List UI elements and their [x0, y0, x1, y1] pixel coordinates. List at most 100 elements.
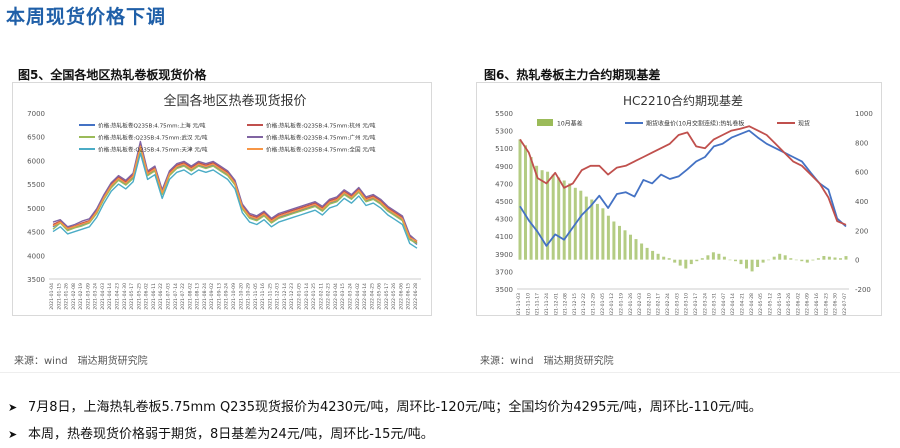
basis-bar — [800, 259, 804, 262]
x-tick-label: 2022-04-21 — [740, 293, 746, 315]
y-tick-label-left: 5100 — [495, 145, 513, 153]
series-line — [52, 145, 418, 242]
basis-bar — [557, 177, 561, 260]
chart-title: HC2210合约期现基差 — [623, 93, 743, 108]
x-tick-label: 2021-03-09 — [85, 283, 91, 310]
basis-bar — [678, 259, 682, 266]
basis-bar — [700, 258, 704, 260]
x-tick-label: 2022-06-15 — [406, 283, 412, 310]
x-tick-label: 2021-11-16 — [260, 283, 266, 310]
y-tick-label-left: 5500 — [495, 110, 513, 118]
right-chart-panel: HC2210合约期现基差 3500 3700 3900 4100 4300 4500 4700… — [476, 82, 882, 316]
basis-bar — [634, 239, 638, 260]
y-tick-label-left: 3700 — [495, 268, 513, 276]
x-tick-label: 2022-06-06 — [398, 283, 404, 310]
basis-bar — [601, 208, 605, 260]
x-tick-label: 2022-01-26 — [628, 293, 634, 315]
y-tick-label: 5500 — [27, 181, 45, 189]
y-tick-label-right: 200 — [855, 227, 868, 235]
legend-label: 价格:热轧板卷:Q235B:4.75mm:全国 元/吨 — [266, 146, 376, 154]
x-tick-label: 2022-05-19 — [777, 293, 783, 315]
x-tick-label: 2021-07-22 — [180, 283, 186, 310]
x-tick-label: 2022-01-14 — [304, 283, 310, 310]
basis-bar — [805, 259, 809, 263]
legend-label: 10月基差 — [557, 120, 583, 128]
x-tick-label: 2022-06-09 — [805, 293, 811, 315]
legend-label: 价格:热轧板卷:Q235B:4.75mm:武汉 元/吨 — [98, 134, 208, 142]
x-tick-label: 2021-07-03 — [165, 283, 171, 310]
x-tick-label: 2021-08-24 — [202, 283, 208, 310]
legend-label: 期货收盘价(10月交割连续):热轧卷板 — [646, 120, 744, 128]
x-tick-label: 2021-04-30 — [122, 283, 128, 310]
basis-bar — [827, 256, 831, 260]
legend-label: 现货 — [798, 120, 810, 128]
x-tick-label: 2022-03-15 — [340, 283, 346, 310]
y-tick-label: 3500 — [27, 276, 45, 284]
basis-bar — [839, 258, 842, 260]
arrow-bullet-icon: ➤ — [8, 428, 18, 441]
x-tick-label: 2021-11-05 — [253, 283, 259, 310]
x-tick-label: 2021-10-20 — [238, 283, 244, 310]
basis-bar — [772, 256, 776, 260]
basis-bar — [618, 225, 621, 260]
legend-label: 价格:热轧板卷:Q235B:4.75mm:杭州 元/吨 — [266, 122, 376, 130]
y-tick-label-right: -200 — [855, 286, 871, 294]
bullet-text: 7月8日，上海热轧卷板5.75mm Q235现货报价为4230元/吨，周环比-1… — [28, 400, 762, 415]
x-tick-label: 2022-04-07 — [721, 293, 727, 315]
x-tick-label: 2022-04-02 — [355, 283, 361, 310]
x-tick-label: 2022-04-14 — [362, 283, 368, 310]
chart-title: 全国各地区热卷现货报价 — [163, 93, 306, 109]
basis-chart: HC2210合约期现基差 3500 3700 3900 4100 4300 4500 4700… — [495, 93, 873, 315]
x-tick-label: 2021-01-04 — [49, 283, 55, 310]
x-tick-label: 2021-12-14 — [282, 283, 288, 310]
x-tick-label: 2022-03-03 — [674, 293, 680, 315]
divider — [0, 372, 900, 373]
y-tick-label-left: 5300 — [495, 128, 513, 136]
x-tick-label: 2021-11-17 — [535, 293, 541, 315]
basis-bar — [562, 180, 566, 260]
y-tick-label: 6000 — [27, 157, 45, 165]
basis-bar — [778, 253, 782, 260]
x-tick-label: 2022-01-19 — [618, 293, 624, 315]
x-tick-label: 2021-11-03 — [516, 293, 522, 315]
left-source-note: 来源：wind 瑞达期货研究院 — [14, 356, 148, 367]
basis-bar — [535, 165, 539, 260]
basis-bar — [640, 243, 644, 260]
y-tick-label: 7000 — [27, 110, 45, 118]
right-source-note: 来源：wind 瑞达期货研究院 — [480, 356, 614, 367]
basis-bar — [684, 259, 688, 269]
x-tick-label: 2022-03-04 — [333, 283, 339, 310]
series-line — [52, 140, 418, 242]
basis-bar — [546, 171, 550, 260]
basis-bar — [595, 203, 599, 260]
x-tick-label: 2021-05-17 — [129, 283, 135, 310]
x-tick-label: 2022-01-05 — [600, 293, 606, 315]
x-tick-label: 2021-12-01 — [553, 293, 559, 315]
x-tick-label: 2021-12-15 — [572, 293, 578, 315]
x-tick-label: 2021-12-22 — [581, 293, 587, 315]
x-tick-label: 2022-05-17 — [384, 283, 390, 310]
spot-line — [519, 125, 847, 226]
x-tick-label: 2022-04-25 — [369, 283, 375, 310]
basis-bar — [833, 257, 837, 260]
y-tick-label-left: 4100 — [495, 233, 513, 241]
basis-bar — [739, 259, 743, 265]
basis-bar — [811, 259, 815, 261]
y-tick-label-right: 1000 — [855, 110, 873, 118]
basis-bar — [717, 253, 721, 260]
legend-swatch — [537, 119, 553, 126]
y-tick-label-right: 600 — [855, 169, 868, 177]
x-tick-label: 2021-11-10 — [525, 293, 531, 315]
x-tick-label: 2022-01-12 — [609, 293, 615, 315]
futures-line — [519, 129, 847, 247]
bullet-basis: ➤ 本周，热卷现货价格弱于期货，8日基差为24元/吨，周环比-15元/吨。 — [8, 423, 434, 442]
x-tick-label: 2022-02-24 — [665, 293, 671, 315]
y-tick-label-left: 4300 — [495, 216, 513, 224]
legend-label: 价格:热轧板卷Q235B:4.75mm:上海 元/吨 — [98, 122, 206, 130]
basis-bar — [689, 259, 693, 265]
basis-bar — [767, 259, 771, 261]
x-tick-label: 2021-04-23 — [115, 283, 121, 310]
basis-bar — [761, 259, 765, 263]
y-tick-label: 5000 — [27, 205, 45, 213]
basis-bar — [623, 230, 627, 260]
